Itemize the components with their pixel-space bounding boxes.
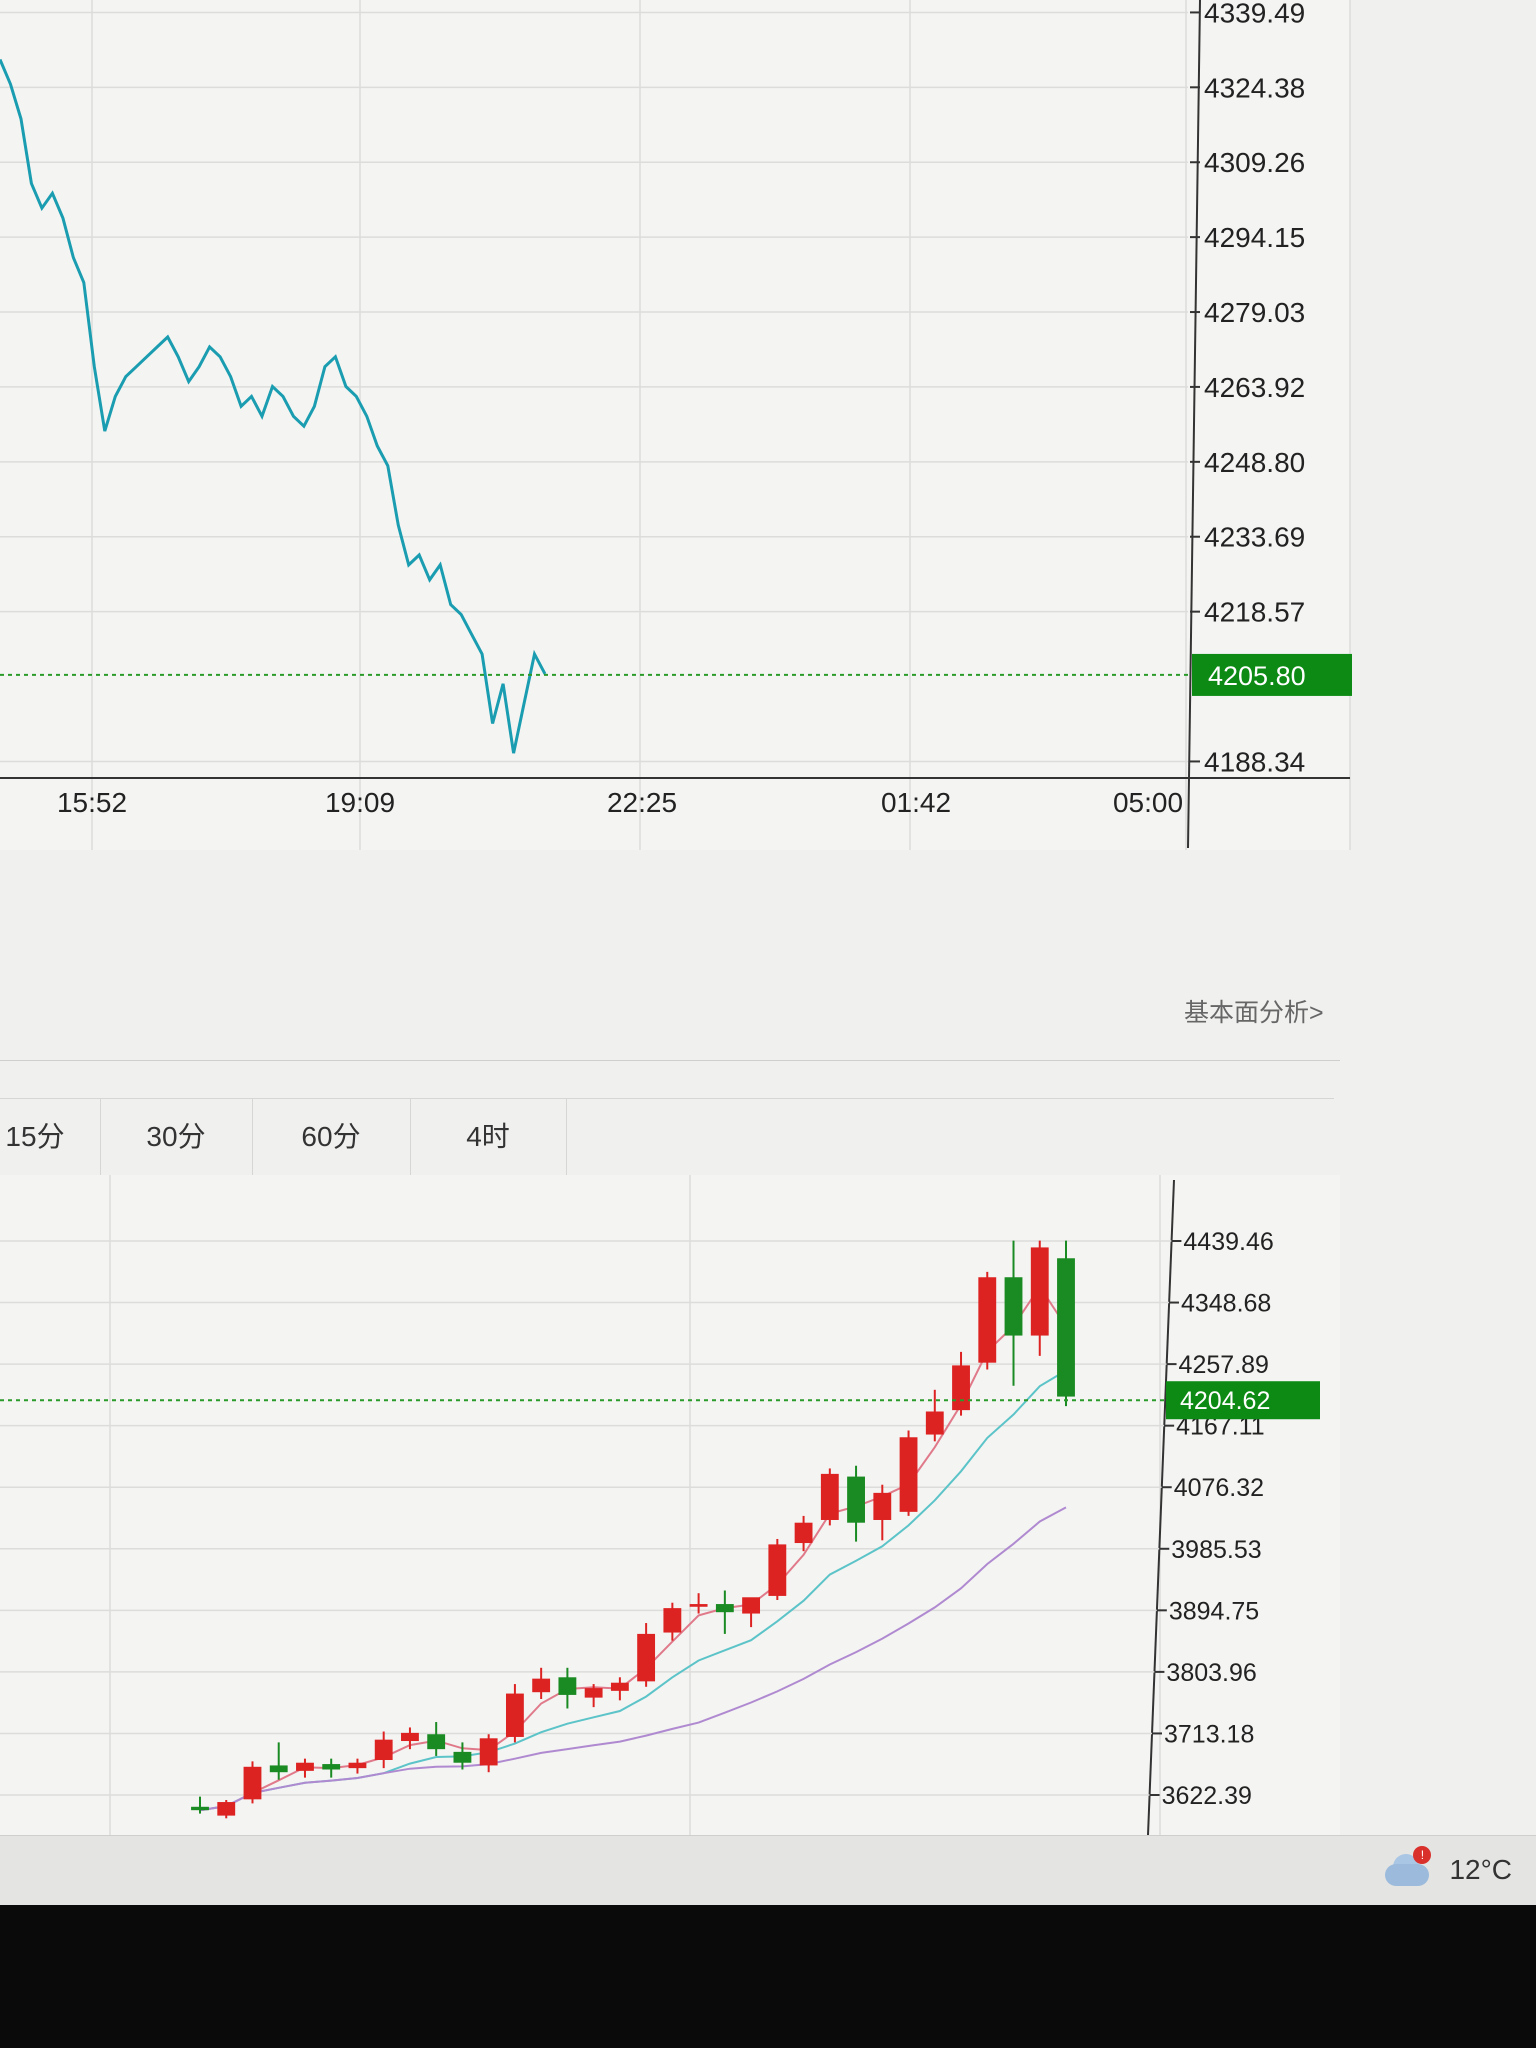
y-tick-label: 3622.39: [1162, 1782, 1252, 1810]
candle-body: [348, 1762, 367, 1769]
timeframe-tabbar: 15分 30分 60分 4时: [0, 1098, 1334, 1176]
candle-body: [768, 1544, 787, 1596]
y-tick-label: 4076.32: [1174, 1474, 1264, 1502]
candle-body: [191, 1806, 209, 1811]
candle-body: [322, 1764, 341, 1770]
cloud-weather-icon: !: [1379, 1846, 1435, 1888]
y-tick-label: 4233.69: [1204, 522, 1305, 553]
moving-average-long: [199, 1506, 1067, 1812]
candle-body: [610, 1682, 629, 1691]
candle-body: [925, 1411, 944, 1435]
candle-body: [558, 1677, 577, 1695]
current-price-tag: [1166, 1381, 1320, 1420]
y-tick-label: 4248.80: [1204, 447, 1305, 478]
x-tick-label: 22:25: [607, 787, 677, 818]
candle-body: [453, 1751, 472, 1763]
candle-body: [689, 1604, 708, 1607]
candle-body: [427, 1734, 446, 1750]
candle-body: [742, 1597, 761, 1614]
y-tick-label: 4339.49: [1204, 0, 1305, 28]
candle-body: [269, 1765, 288, 1773]
y-tick-label: 4294.15: [1204, 222, 1305, 253]
candle-body: [952, 1365, 970, 1411]
candle-body: [663, 1608, 682, 1633]
weather-widget[interactable]: ! 12°C: [1379, 1846, 1512, 1888]
candle-body: [374, 1739, 393, 1761]
y-tick-label: 4257.89: [1179, 1351, 1269, 1379]
candle-body: [1004, 1277, 1023, 1336]
screen: 4339.49 4324.38 4309.26 4294.15 4279.03 4263.…: [0, 0, 1536, 1835]
candle-body: [532, 1678, 551, 1693]
y-tick-label: 4188.34: [1204, 746, 1305, 777]
tab-30min[interactable]: 30分: [100, 1099, 253, 1175]
candle-body: [978, 1277, 997, 1363]
tab-15min[interactable]: 15分: [0, 1099, 101, 1175]
current-price-tag: [1192, 653, 1352, 696]
candle-body: [505, 1693, 524, 1737]
x-tick-label: 19:09: [325, 787, 395, 818]
y-tick-label: 4279.03: [1204, 297, 1305, 328]
y-tick-label: 4263.92: [1204, 372, 1305, 403]
y-tick-label: 3713.18: [1164, 1720, 1254, 1748]
candle-body: [899, 1437, 918, 1512]
y-tick-label: 4348.68: [1181, 1290, 1271, 1318]
price-line: [0, 58, 547, 754]
y-tick-label: 3985.53: [1171, 1536, 1261, 1564]
current-price-label: 4205.80: [1208, 661, 1306, 691]
candle-body: [584, 1688, 603, 1698]
x-tick-label: 05:00: [1113, 787, 1183, 818]
tab-4hour[interactable]: 4时: [410, 1099, 567, 1175]
candle-body: [296, 1762, 314, 1771]
x-tick-label: 01:42: [881, 787, 951, 818]
x-tick-label: 15:52: [57, 787, 127, 818]
candle-body: [1057, 1258, 1075, 1397]
candle-body: [479, 1738, 498, 1766]
candle-body: [401, 1732, 419, 1742]
candle-body: [820, 1473, 839, 1520]
candle-body: [847, 1476, 865, 1523]
candle-body: [794, 1522, 813, 1544]
y-axis: [1187, 0, 1201, 849]
y-tick-label: 4324.38: [1204, 72, 1305, 103]
moving-average-short: [199, 1284, 1067, 1812]
fundamental-analysis-link[interactable]: 基本面分析>: [1184, 999, 1324, 1027]
intraday-line-chart: 4339.49 4324.38 4309.26 4294.15 4279.03 4263.…: [0, 0, 1352, 850]
divider: [0, 1060, 1340, 1061]
y-tick-label: 4309.26: [1204, 147, 1305, 178]
y-tick-label: 3803.96: [1166, 1659, 1256, 1687]
tab-60min[interactable]: 60分: [252, 1099, 411, 1175]
candle-body: [637, 1633, 656, 1682]
candle-body: [715, 1604, 734, 1613]
candlestick-chart: 4439.464348.684257.894167.114076.323985.…: [0, 1175, 1340, 1835]
y-tick-label: 3894.75: [1169, 1597, 1259, 1625]
candle-body: [873, 1492, 892, 1520]
y-tick-label: 4218.57: [1204, 597, 1305, 628]
monitor-bezel: [0, 1905, 1536, 2048]
y-axis: [1147, 1179, 1175, 1835]
y-tick-label: 4439.46: [1183, 1228, 1273, 1256]
candle-body: [1030, 1247, 1049, 1336]
current-price-label: 4204.62: [1180, 1387, 1270, 1415]
candle-body: [243, 1766, 262, 1800]
taskbar: ! 12°C: [0, 1835, 1536, 1906]
temperature: 12°C: [1449, 1854, 1512, 1885]
candle-body: [217, 1802, 236, 1816]
